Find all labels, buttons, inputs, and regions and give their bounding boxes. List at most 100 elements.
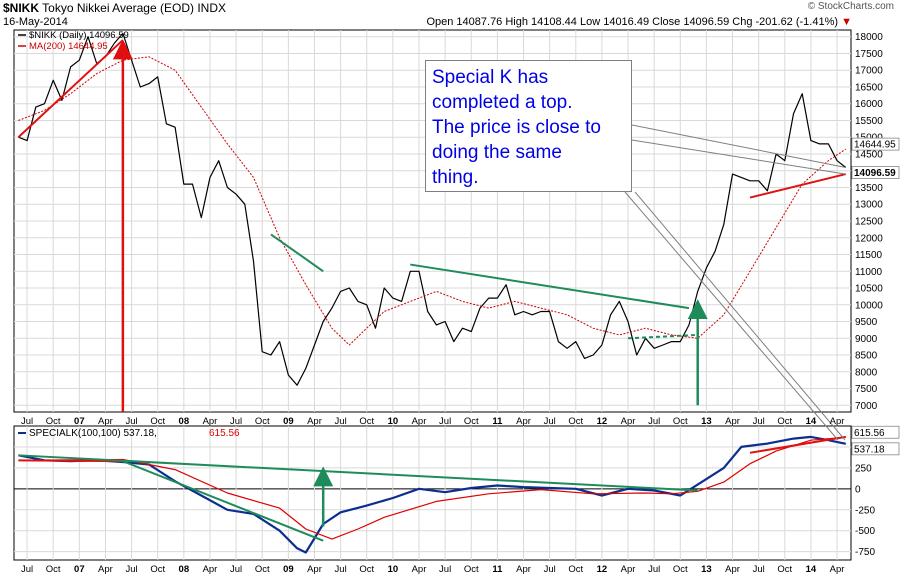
x-tick-label: Jul: [126, 416, 138, 427]
x-tick-label: Apr: [412, 564, 427, 575]
x-tick-label: Apr: [307, 564, 322, 575]
value-flag-box: [851, 425, 900, 439]
x-tick-label: 13: [701, 416, 712, 427]
trendline: [749, 435, 846, 454]
value-flag-box: [851, 442, 900, 456]
x-tick-label: Jul: [544, 416, 556, 427]
quote-values: Open 14087.76 High 14108.44 Low 14016.49…: [426, 16, 839, 28]
legend-label: MA(200) 14644.95: [29, 41, 108, 52]
trendline: [270, 233, 324, 273]
symbol-label: $NIKK: [3, 1, 40, 15]
x-tick-label: Oct: [359, 416, 374, 427]
callout-pointer: [624, 191, 839, 441]
callout-line-4: doing the same: [432, 142, 562, 163]
series-line-signal: [18, 436, 846, 540]
exchange-label: INDX: [197, 1, 226, 15]
y-tick-label: 14500: [855, 149, 883, 160]
trendline: [410, 263, 690, 310]
x-tick-label: Oct: [150, 416, 165, 427]
y-tick-label: 7500: [855, 384, 878, 395]
x-tick-label: Oct: [46, 416, 61, 427]
x-tick-label: Oct: [255, 564, 270, 575]
x-tick-label: Oct: [777, 416, 792, 427]
chart-header-title: $NIKK Tokyo Nikkei Average (EOD) INDX: [3, 1, 226, 15]
legend-label: $NIKK (Daily) 14096.59: [29, 30, 129, 41]
x-tick-label: 07: [74, 416, 85, 427]
x-tick-label: Oct: [464, 564, 479, 575]
trendline: [749, 173, 847, 199]
x-tick-label: Apr: [725, 416, 740, 427]
x-tick-label: 14: [806, 416, 817, 427]
x-tick-label: 10: [388, 416, 399, 427]
quote-summary: Open 14087.76 High 14108.44 Low 14016.49…: [426, 16, 852, 28]
x-tick-label: Jul: [230, 416, 242, 427]
x-tick-label: 14: [806, 564, 817, 575]
trendline: [17, 39, 124, 138]
x-tick-label: Oct: [673, 416, 688, 427]
y-tick-label: 18000: [855, 32, 883, 43]
x-tick-label: Oct: [673, 564, 688, 575]
x-tick-label: Jul: [21, 564, 33, 575]
callout-line-2: completed a top.: [432, 92, 573, 113]
y-tick-label: 10000: [855, 300, 883, 311]
x-tick-label: Apr: [830, 564, 845, 575]
x-tick-label: Apr: [98, 416, 113, 427]
value-flag-label: 14096.59: [854, 168, 896, 179]
y-tick-label: -250: [855, 505, 875, 516]
x-tick-label: 09: [283, 564, 294, 575]
x-tick-label: Jul: [648, 564, 660, 575]
annotation-callout: Special K has completed a top. The price…: [425, 60, 632, 192]
callout-pointer: [634, 191, 846, 441]
callout-line-5: thing.: [432, 167, 479, 188]
y-tick-label: 8000: [855, 367, 878, 378]
y-tick-label: 7000: [855, 401, 878, 412]
x-tick-label: Jul: [335, 416, 347, 427]
value-flag-label: 14644.95: [854, 140, 896, 151]
x-tick-label: Apr: [203, 416, 218, 427]
x-tick-label: Oct: [359, 564, 374, 575]
x-tick-label: Apr: [412, 416, 427, 427]
value-flag-box: [851, 166, 900, 179]
x-tick-label: Oct: [150, 564, 165, 575]
legend-label: 615.56: [209, 428, 240, 439]
x-tick-label: Apr: [307, 416, 322, 427]
x-tick-label: 07: [74, 564, 85, 575]
x-tick-label: 11: [492, 564, 503, 575]
x-tick-label: 08: [179, 564, 190, 575]
x-tick-label: Apr: [203, 564, 218, 575]
value-flag-box: [851, 137, 900, 151]
trendline: [18, 459, 123, 463]
x-tick-label: 11: [492, 416, 503, 427]
legend-label: SPECIALK(100,100) 537.18,: [29, 428, 157, 439]
y-tick-label: 16000: [855, 99, 883, 110]
x-tick-label: Apr: [516, 564, 531, 575]
trendline: [122, 460, 324, 542]
x-tick-label: Apr: [725, 564, 740, 575]
x-tick-label: Jul: [439, 564, 451, 575]
y-tick-label: 9500: [855, 317, 878, 328]
y-tick-label: 11500: [855, 250, 883, 261]
x-tick-label: Oct: [568, 564, 583, 575]
y-tick-label: 8500: [855, 351, 878, 362]
chart-date-label: 16-May-2014: [3, 16, 68, 28]
y-tick-label: 0: [855, 484, 861, 495]
x-tick-label: 12: [597, 564, 608, 575]
y-tick-label: 250: [855, 463, 872, 474]
y-tick-label: 16500: [855, 82, 883, 93]
y-tick-label: 17000: [855, 66, 883, 77]
value-flag-label: 615.56: [854, 428, 885, 439]
y-tick-label: -750: [855, 547, 875, 558]
trendline: [627, 333, 698, 340]
x-tick-label: 08: [179, 416, 190, 427]
index-name-label: Tokyo Nikkei Average (EOD): [42, 1, 194, 15]
x-tick-label: Oct: [255, 416, 270, 427]
y-tick-label: 15500: [855, 116, 883, 127]
x-tick-label: 12: [597, 416, 608, 427]
y-tick-label: 13000: [855, 200, 883, 211]
y-tick-label: 17500: [855, 49, 883, 60]
x-tick-label: Oct: [777, 564, 792, 575]
x-tick-label: 10: [388, 564, 399, 575]
x-tick-label: Apr: [621, 564, 636, 575]
trendline: [18, 454, 698, 492]
x-tick-label: Jul: [439, 416, 451, 427]
